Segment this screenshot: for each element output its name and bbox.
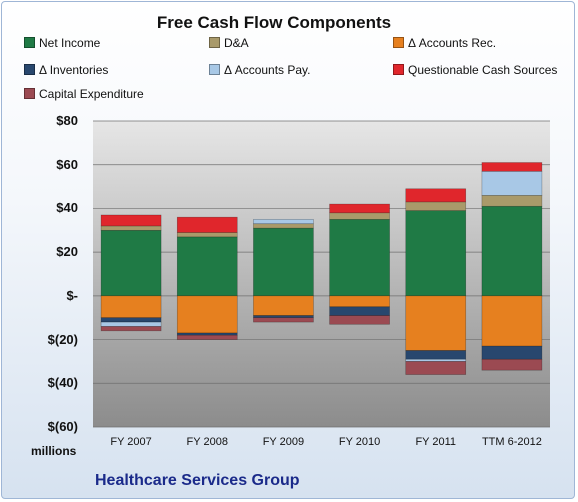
bar-segment — [253, 223, 314, 229]
x-tick-label: TTM 6-2012 — [481, 436, 542, 448]
legend-label: Δ Accounts Pay. — [224, 63, 311, 77]
legend-swatch — [209, 37, 220, 48]
x-tick-label: FY 2009 — [262, 436, 305, 448]
bar-segment — [176, 295, 238, 334]
legend-swatch — [24, 88, 35, 99]
chart-title: Free Cash Flow Components — [156, 13, 392, 32]
y-tick-label: $(60) — [47, 419, 78, 434]
bar-segment — [481, 345, 543, 360]
x-tick-label: FY 2007 — [110, 436, 152, 448]
bar-segment — [100, 326, 162, 332]
bar-segment — [176, 216, 238, 233]
y-tick-label: $(40) — [47, 375, 78, 391]
bar-segment — [405, 350, 467, 360]
bar-segment — [176, 334, 238, 340]
bar-segment — [405, 188, 467, 203]
bar-segment — [100, 321, 162, 327]
bar-segment — [329, 203, 390, 214]
legend-label: Capital Expenditure — [39, 87, 144, 101]
y-tick-label: $- — [66, 287, 78, 303]
y-tick-label: $40 — [56, 200, 78, 216]
legend-swatch — [24, 64, 35, 75]
bars — [100, 162, 543, 375]
legend-swatch — [209, 64, 220, 75]
bar-segment — [405, 358, 467, 362]
bar-segment — [329, 295, 390, 308]
bar-segment — [253, 219, 314, 225]
legend-label: Δ Inventories — [39, 63, 109, 77]
bar-segment — [176, 332, 238, 336]
legend-label: Questionable Cash Sources — [408, 63, 558, 77]
company-name: Healthcare Services Group — [95, 472, 300, 489]
bar-segment — [253, 315, 314, 319]
legend-item-inventories: Δ Inventories — [24, 63, 108, 77]
bar-segment — [481, 170, 543, 196]
legend-label: D&A — [224, 36, 249, 50]
legend-item-accounts-pay: Δ Accounts Pay. — [209, 63, 311, 77]
x-tick-label: FY 2011 — [415, 436, 457, 448]
bar-segment — [100, 295, 162, 319]
legend-label: Δ Accounts Rec. — [408, 36, 497, 50]
y-tick-label: $(20) — [47, 331, 78, 347]
plot-background — [93, 121, 550, 427]
bar-segment — [253, 227, 314, 297]
bar-segment — [405, 295, 467, 351]
unit-label: millions — [31, 444, 77, 458]
bar-segment — [481, 358, 543, 371]
bar-segment — [481, 295, 543, 347]
bar-segment — [481, 195, 543, 207]
bar-segment — [481, 205, 543, 297]
bar-segment — [405, 210, 467, 297]
bar-segment — [329, 315, 390, 325]
gridlines — [93, 120, 550, 428]
bar-segment — [100, 229, 162, 297]
bar-segment — [176, 232, 238, 238]
legend-swatch — [393, 64, 404, 75]
legend-label: Net Income — [39, 36, 101, 50]
bar-segment — [329, 306, 390, 316]
bar-segment — [253, 317, 314, 323]
legend-swatch — [393, 37, 404, 48]
legend-item-accounts-rec: Δ Accounts Rec. — [393, 36, 496, 50]
x-tick-label: FY 2010 — [338, 436, 381, 448]
legend-item-capex: Capital Expenditure — [24, 87, 144, 101]
bar-segment — [405, 361, 467, 375]
bar-segment — [100, 225, 162, 231]
y-tick-label: $20 — [56, 244, 78, 260]
bar-segment — [481, 162, 543, 172]
y-tick-label: $60 — [56, 156, 78, 172]
bar-segment — [253, 295, 314, 316]
y-tick-label: $80 — [56, 113, 78, 128]
bar-segment — [329, 219, 390, 297]
bar-segment — [405, 201, 467, 211]
legend-swatch — [24, 37, 35, 48]
bar-segment — [100, 214, 162, 227]
bar-segment — [329, 212, 390, 220]
legend-item-net-income: Net Income — [24, 36, 100, 50]
x-tick-label: FY 2008 — [186, 436, 228, 448]
legend-item-da: D&A — [209, 36, 249, 50]
legend-item-questionable-cash: Questionable Cash Sources — [393, 63, 557, 77]
bar-segment — [100, 317, 162, 323]
bar-segment — [176, 236, 238, 297]
